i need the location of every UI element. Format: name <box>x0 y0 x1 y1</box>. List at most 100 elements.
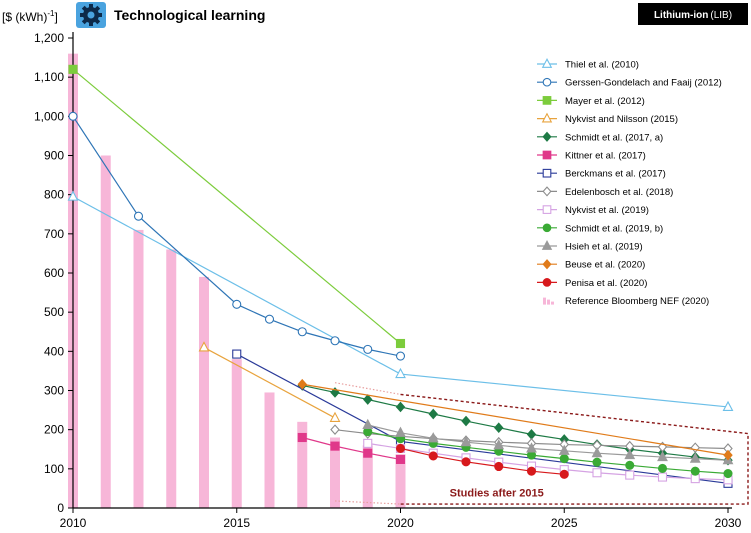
data-point <box>723 449 733 461</box>
legend-label: Reference Bloomberg NEF (2020) <box>565 296 709 307</box>
data-point <box>542 259 552 270</box>
data-point <box>395 443 406 454</box>
reference-bar <box>362 445 373 508</box>
data-point <box>542 168 552 178</box>
data-point <box>722 400 734 412</box>
series-gerssen-gondelach-and-faaij-2012 <box>68 111 406 361</box>
legend-label: Nykvist et al. (2019) <box>565 205 649 216</box>
legend-label: Mayer et al. (2012) <box>565 96 645 107</box>
data-point <box>363 394 373 405</box>
data-point <box>542 150 552 160</box>
reference-bar <box>100 155 111 508</box>
y-tick-label: 500 <box>44 305 64 319</box>
data-point <box>592 457 602 467</box>
legend-swatch-bar <box>543 297 546 305</box>
y-tick-label: 400 <box>44 344 64 358</box>
data-point <box>395 351 406 361</box>
legend-item: Nykvist and Nilsson (2015) <box>537 112 678 125</box>
legend-label: Edelenbosch et al. (2018) <box>565 187 673 198</box>
data-point <box>690 466 700 476</box>
data-point <box>542 96 552 105</box>
legend-item-reference: Reference Bloomberg NEF (2020) <box>543 296 709 307</box>
data-point <box>625 460 635 470</box>
legend-item: Kittner et al. (2017) <box>537 151 646 162</box>
series-line <box>400 447 565 475</box>
series-line <box>72 68 401 344</box>
data-point <box>232 349 242 359</box>
legend: Thiel et al. (2010) Gerssen-Gondelach and… <box>537 58 722 307</box>
data-point <box>461 457 471 467</box>
reference-bar <box>231 359 242 508</box>
data-point <box>395 338 406 349</box>
legend-item: Thiel et al. (2010) <box>537 58 639 71</box>
y-tick-label: 1,000 <box>34 109 64 123</box>
reference-bar <box>166 249 177 508</box>
series-mayer-et-al-2012 <box>68 64 406 349</box>
annotation-guide-upper <box>334 382 401 396</box>
legend-label: Nykvist and Nilsson (2015) <box>565 114 678 125</box>
data-point <box>68 64 78 74</box>
data-point <box>363 448 373 458</box>
y-axis-label: [$ (kWh)-1] <box>2 9 58 24</box>
data-point <box>559 454 569 464</box>
data-point <box>67 190 79 201</box>
series-beuse-et-al-2020 <box>297 378 733 461</box>
data-point <box>395 426 406 437</box>
data-point <box>541 240 553 250</box>
reference-bar <box>330 437 340 508</box>
series-line <box>302 383 729 456</box>
y-tick-label: 600 <box>44 266 64 280</box>
legend-item: Schmidt et al. (2019, b) <box>537 223 663 234</box>
data-point <box>657 463 668 473</box>
data-point <box>542 278 552 287</box>
series-line <box>72 116 401 357</box>
reference-bar <box>264 392 275 508</box>
data-point <box>363 438 373 448</box>
gear-icon <box>80 4 102 26</box>
header: Technological learning Lithium-ion (LIB) <box>76 2 748 28</box>
legend-item: Hsieh et al. (2019) <box>537 240 643 253</box>
series-line <box>302 436 401 461</box>
data-point <box>542 223 552 233</box>
legend-label: Berckmans et al. (2017) <box>565 169 666 180</box>
data-point <box>541 112 553 123</box>
data-point <box>624 448 636 460</box>
series-line <box>203 346 336 419</box>
series-penisa-et-al-2020 <box>395 443 569 479</box>
data-point <box>395 367 406 379</box>
series-hsieh-et-al-2019 <box>362 418 734 465</box>
y-tick-label: 300 <box>44 384 64 398</box>
data-point <box>592 468 602 478</box>
badge-background <box>638 3 748 25</box>
data-point <box>460 436 472 447</box>
data-point <box>330 441 340 451</box>
series-line <box>367 442 729 481</box>
data-point <box>330 424 340 435</box>
y-tick-label: 200 <box>44 423 64 437</box>
data-point <box>461 415 471 427</box>
legend-item: Edelenbosch et al. (2018) <box>537 186 673 198</box>
legend-swatch-bar <box>551 301 554 305</box>
data-point <box>297 432 307 443</box>
legend-item: Gerssen-Gondelach and Faaij (2012) <box>537 78 722 89</box>
y-tick-label: 700 <box>44 227 64 241</box>
data-point <box>690 442 700 454</box>
legend-item: Beuse et al. (2020) <box>537 259 645 271</box>
legend-label: Kittner et al. (2017) <box>565 151 646 162</box>
data-point <box>297 327 307 337</box>
legend-swatch-bar <box>547 299 550 305</box>
axes: 0 100 200 300 400 500 600 700 800 900 1,000 1,100 1,… <box>34 31 742 530</box>
data-point <box>395 454 406 464</box>
data-point <box>689 452 701 463</box>
data-point <box>362 418 374 430</box>
y-tick-label: 100 <box>44 462 64 476</box>
y-tick-label: 800 <box>44 188 64 202</box>
x-tick-label: 2030 <box>715 516 742 530</box>
legend-label: Schmidt et al. (2017, a) <box>565 132 663 143</box>
x-tick-label: 2025 <box>551 516 578 530</box>
data-point <box>541 58 553 68</box>
data-point <box>363 344 373 354</box>
legend-item: Mayer et al. (2012) <box>537 96 645 107</box>
y-tick-label: 1,100 <box>34 70 64 84</box>
